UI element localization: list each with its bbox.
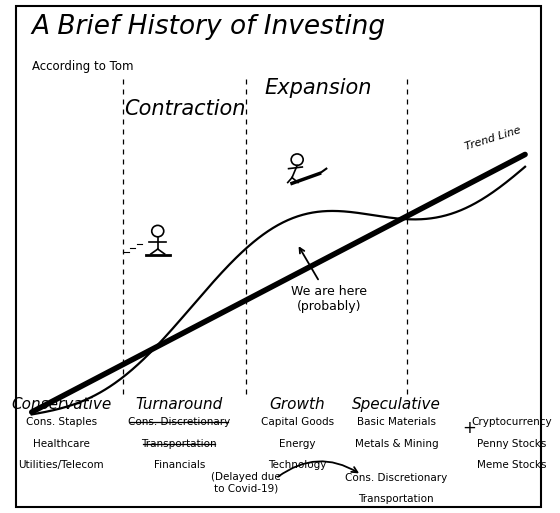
Text: A Brief History of Investing: A Brief History of Investing: [32, 14, 386, 40]
Text: Cons. Discretionary: Cons. Discretionary: [128, 417, 230, 427]
Text: Contraction: Contraction: [124, 98, 245, 119]
Text: Conservative: Conservative: [11, 397, 111, 412]
Text: Cons. Discretionary: Cons. Discretionary: [346, 473, 447, 483]
Text: Technology: Technology: [268, 460, 326, 470]
Text: Capital Goods: Capital Goods: [260, 417, 334, 427]
Text: According to Tom: According to Tom: [32, 60, 133, 73]
Text: (Delayed due
to Covid-19): (Delayed due to Covid-19): [211, 472, 281, 494]
Text: Transportation: Transportation: [358, 495, 434, 504]
Text: Penny Stocks: Penny Stocks: [477, 439, 547, 449]
Text: Transportation: Transportation: [141, 439, 217, 449]
Text: Financials: Financials: [153, 460, 205, 470]
Text: Expansion: Expansion: [265, 78, 372, 98]
Text: Basic Materials: Basic Materials: [357, 417, 436, 427]
Text: Meme Stocks: Meme Stocks: [477, 460, 547, 470]
Text: Energy: Energy: [279, 439, 315, 449]
Text: Speculative: Speculative: [352, 397, 441, 412]
Text: Growth: Growth: [269, 397, 325, 412]
Text: Cons. Staples: Cons. Staples: [26, 417, 97, 427]
Text: Cryptocurrency: Cryptocurrency: [472, 417, 552, 427]
Text: We are here
(probably): We are here (probably): [291, 248, 367, 312]
Text: Utilities/Telecom: Utilities/Telecom: [18, 460, 104, 470]
Text: Trend Line: Trend Line: [464, 125, 522, 152]
Text: Metals & Mining: Metals & Mining: [354, 439, 438, 449]
Text: Healthcare: Healthcare: [33, 439, 90, 449]
Text: +: +: [462, 419, 475, 437]
Text: Turnaround: Turnaround: [136, 397, 223, 412]
